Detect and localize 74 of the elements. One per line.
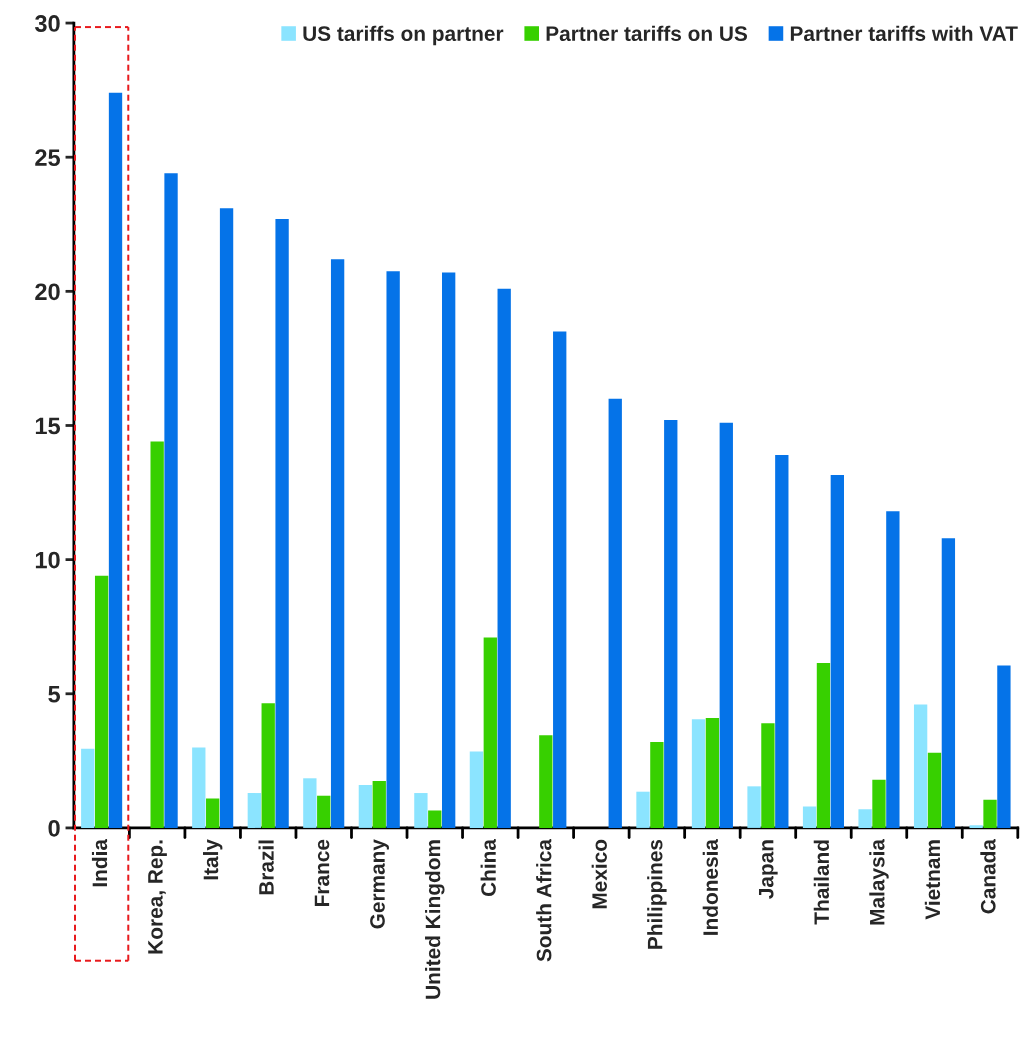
- bar: [469, 751, 484, 828]
- bar: [830, 475, 844, 828]
- bar: [483, 637, 497, 828]
- x-tick-label: South Africa: [536, 838, 552, 962]
- bar: [539, 735, 553, 828]
- bar: [358, 784, 373, 828]
- bar: [650, 742, 664, 828]
- bar: [941, 538, 956, 828]
- legend-label: Partner tariffs on US: [546, 25, 748, 42]
- bar: [206, 798, 220, 828]
- bar: [317, 795, 331, 828]
- bar: [802, 806, 817, 828]
- y-tick-label: 5: [48, 686, 61, 703]
- x-tick-label: Vietnam: [924, 840, 941, 920]
- y-tick-label: 10: [35, 551, 60, 569]
- bar: [81, 748, 95, 828]
- legend-label: Partner tariffs with VAT: [790, 25, 1018, 42]
- bar: [761, 723, 775, 828]
- x-tick-label: Brazil: [258, 840, 274, 895]
- bar: [816, 662, 831, 828]
- bar: [261, 703, 275, 828]
- bar: [150, 441, 164, 828]
- bar: [442, 272, 456, 828]
- bar: [719, 422, 733, 828]
- x-tick-label: Italy: [202, 839, 223, 880]
- bar: [164, 173, 178, 828]
- x-tick-label: Korea, Rep.: [148, 840, 167, 954]
- bar: [108, 92, 123, 828]
- bar: [747, 786, 761, 828]
- bar: [927, 752, 942, 828]
- x-tick-label: India: [91, 838, 108, 887]
- bar: [428, 810, 442, 828]
- bar: [414, 793, 428, 828]
- x-tick-label: Malaysia: [869, 838, 889, 925]
- bar: [997, 665, 1011, 828]
- x-tick-label: Philippines: [647, 839, 667, 949]
- y-tick-label: 0: [48, 819, 60, 837]
- y-tick-label: 15: [35, 417, 61, 435]
- bar: [372, 780, 386, 828]
- bar: [664, 420, 678, 828]
- bar: [886, 511, 900, 828]
- x-tick-label: China: [480, 838, 496, 897]
- bar: [872, 779, 886, 828]
- y-tick-label: 25: [35, 149, 61, 166]
- bar: [858, 809, 872, 828]
- x-tick-label: Mexico: [591, 839, 607, 909]
- bar: [192, 747, 206, 828]
- bar: [219, 208, 234, 828]
- bar: [983, 799, 997, 828]
- bar: [497, 288, 511, 828]
- bar: [969, 825, 983, 828]
- bar: [775, 455, 789, 828]
- bar: [913, 704, 928, 828]
- x-tick-label: Thailand: [813, 840, 830, 925]
- bar: [303, 778, 317, 828]
- bar: [705, 717, 720, 828]
- bar: [386, 271, 400, 828]
- x-tick-label: Canada: [980, 838, 996, 914]
- x-tick-label: France: [314, 839, 330, 906]
- bar: [553, 331, 567, 828]
- bar: [636, 791, 650, 828]
- x-tick-label: United Kingdom: [425, 840, 445, 999]
- bar: [247, 793, 261, 828]
- x-tick-label: Germany: [370, 839, 389, 929]
- bar: [94, 575, 109, 828]
- legend-label: US tariffs on partner: [303, 25, 504, 46]
- y-tick-label: 30: [34, 15, 60, 32]
- y-tick-label: 20: [35, 283, 60, 301]
- bar: [275, 218, 289, 828]
- bar: [608, 398, 622, 828]
- bar: [691, 719, 706, 828]
- bar: [330, 259, 345, 828]
- x-tick-label: Japan: [758, 840, 778, 899]
- x-tick-label: Indonesia: [702, 838, 718, 935]
